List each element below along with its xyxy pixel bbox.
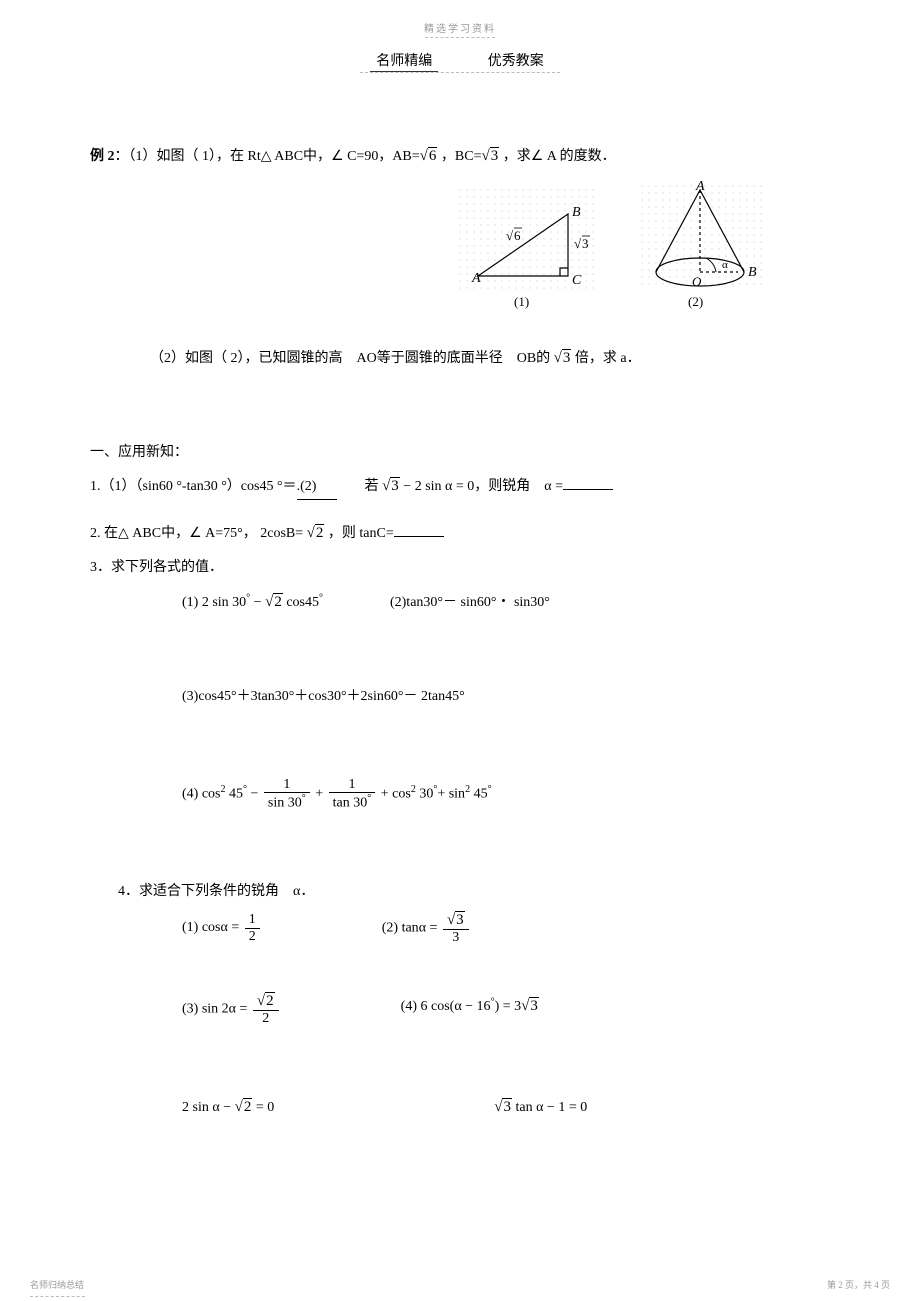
svg-text:(1): (1) bbox=[514, 294, 529, 309]
sub-header-left: 名师精编 bbox=[370, 54, 438, 72]
sub-header-right: 优秀教案 bbox=[482, 54, 550, 71]
sub-header-dash bbox=[360, 72, 560, 73]
svg-text:A: A bbox=[695, 180, 705, 194]
footer-left: 名师归纳总结 bbox=[30, 1278, 84, 1291]
q2: 2. 在△ ABC中，∠ A=75°， 2cosB= 2 ，则 tanC= bbox=[90, 520, 830, 547]
figure-svg: A B C √ 6 √ 3 (1) A O B α (2) bbox=[450, 180, 770, 330]
q3-3: (3)cos45°＋3tan30°＋cos30°＋2sin60°－ 2tan45… bbox=[90, 684, 830, 709]
sqrt6-icon: 6 bbox=[420, 143, 438, 170]
svg-text:C: C bbox=[572, 273, 582, 288]
q3: 3．求下列各式的值． bbox=[90, 555, 830, 580]
section1-title: 一、应用新知： bbox=[90, 440, 830, 465]
top-header-underline bbox=[425, 37, 495, 38]
svg-text:3: 3 bbox=[582, 236, 589, 251]
svg-text:O: O bbox=[692, 274, 702, 289]
example2-label: 例 2 bbox=[90, 149, 115, 164]
q3-4: (4) cos2 45° − 1sin 30° + 1tan 30° + cos… bbox=[90, 777, 830, 811]
q4-5a: 2 sin α − 2 = 0 bbox=[182, 1094, 274, 1121]
figures: A B C √ 6 √ 3 (1) A O B α (2) bbox=[90, 180, 770, 335]
q4-row3: 2 sin α − 2 = 0 3 tan α − 1 = 0 bbox=[90, 1094, 830, 1129]
q4-4: (4) 6 cos(α − 16°) = 33 bbox=[401, 993, 539, 1026]
q4-row1: (1) cosα = 12 (2) tanα = 33 bbox=[90, 912, 830, 953]
blank bbox=[394, 536, 444, 537]
svg-text:A: A bbox=[471, 271, 481, 286]
sqrt3-icon: 3 bbox=[481, 143, 499, 170]
frac: 1tan 30° bbox=[329, 777, 376, 811]
q4-row2: (3) sin 2α = 22 (4) 6 cos(α − 16°) = 33 bbox=[90, 993, 830, 1034]
example2-part1: 例 2：（1）如图（ 1），在 Rt△ ABC中，∠ C=90，AB=6 ，BC… bbox=[90, 143, 830, 170]
footer-right: 第 2 页，共 4 页 bbox=[827, 1278, 890, 1291]
blank: .(2) bbox=[297, 474, 337, 500]
svg-text:B: B bbox=[748, 265, 757, 280]
sub-header: 名师精编 优秀教案 bbox=[90, 50, 830, 70]
sqrt3-icon: 3 bbox=[554, 345, 572, 372]
q1: 1.（1）（sin60 °-tan30 °）cos45 °＝.(2) 若 3 −… bbox=[90, 473, 830, 500]
frac: 1sin 30° bbox=[264, 777, 310, 811]
q4-2: (2) tanα = 33 bbox=[382, 912, 471, 945]
svg-text:√: √ bbox=[574, 236, 582, 251]
q3-1-2: (1) 2 sin 30° − 2 cos45° (2)tan30°－ sin6… bbox=[90, 589, 830, 616]
footer-left-dash bbox=[30, 1296, 85, 1297]
top-header: 精选学习资料 bbox=[90, 20, 830, 35]
q4-1: (1) cosα = 12 bbox=[182, 912, 262, 945]
svg-text:(2): (2) bbox=[688, 294, 703, 309]
svg-text:B: B bbox=[572, 205, 581, 220]
q4: 4．求适合下列条件的锐角 α． bbox=[90, 879, 830, 904]
svg-text:√: √ bbox=[506, 228, 514, 243]
svg-text:α: α bbox=[722, 259, 728, 271]
example2-part2: （2）如图（ 2），已知圆锥的高 AO等于圆锥的底面半径 OB的 3 倍，求 a… bbox=[90, 345, 830, 372]
blank bbox=[563, 489, 613, 490]
q4-3: (3) sin 2α = 22 bbox=[182, 993, 281, 1026]
svg-text:6: 6 bbox=[514, 228, 521, 243]
q4-5b: 3 tan α − 1 = 0 bbox=[494, 1094, 587, 1121]
